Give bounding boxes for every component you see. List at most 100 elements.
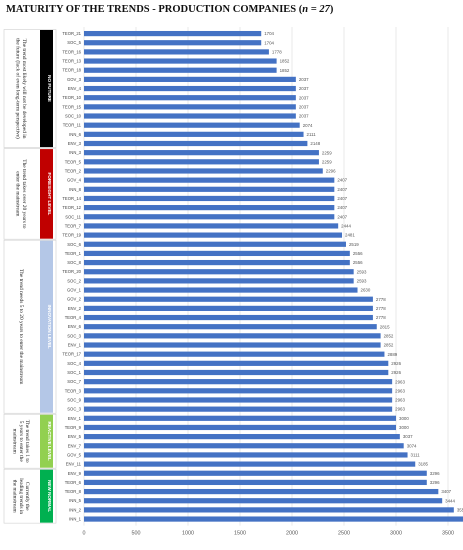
value-label: 2407 [337,187,347,192]
category-label: SOC_5 [67,40,81,45]
group-frame [3,239,57,414]
bar [84,507,454,513]
value-label: 2259 [322,159,332,164]
value-label: 3556 [457,508,463,513]
group-frame [3,29,57,148]
value-label: 2259 [322,150,332,155]
value-label: 1852 [280,59,290,64]
value-label: 2037 [299,86,309,91]
value-label: 2481 [345,233,355,238]
category-label: SOC_9 [67,397,81,402]
value-label: 2111 [307,132,317,137]
group-label: NEW NORMAL [47,480,52,512]
value-label: 2407 [337,214,347,219]
category-label: GOV_2 [67,297,82,302]
bar [84,305,373,311]
category-label: INN_5 [69,498,82,503]
x-tick-label: 1500 [234,531,246,537]
group-band [40,149,53,239]
value-label: 2778 [376,315,386,320]
x-tick-label: 0 [83,531,86,537]
bar [84,232,343,238]
bar [84,195,335,202]
category-label: SOC_8 [67,260,81,265]
bar [84,498,443,504]
value-label: 2815 [380,324,390,329]
category-label: ENV_1 [68,343,82,348]
bar [84,424,396,431]
value-label: 2407 [337,205,347,210]
category-label: TEOR_14 [62,196,81,201]
bar [84,168,323,174]
category-label: SOC_3 [67,333,81,338]
bar [84,122,300,128]
bar [84,140,308,147]
category-label: SOC_10 [65,114,82,119]
bar [84,259,350,266]
value-label: 2519 [349,242,359,247]
bar [84,95,296,101]
category-label: TEOR_17 [62,352,81,357]
value-label: 2593 [357,279,367,284]
bar [84,397,393,403]
category-label: ENV_3 [68,141,82,146]
category-label: TEOR_10 [62,95,81,100]
x-axis-tick-labels: 0 500 1000 1500 2000 2500 3000 3500 [83,531,455,537]
bar [84,443,404,449]
group-band [40,30,53,148]
category-label: INN_6 [69,132,82,137]
bar [84,131,304,137]
category-label: ENV_11 [66,462,82,467]
bar [84,342,381,348]
value-label: 3111 [411,453,421,458]
bar [84,67,277,73]
value-label: 3407 [441,489,451,494]
bar [84,488,439,495]
group-description: 5 years to enter the [18,421,24,463]
category-labels: TEOR_21 SOC_5 TEOR_16 TEOR_13 TEOR_18 GOV_3 EN… [62,31,81,521]
value-label: 2889 [387,352,397,357]
category-label: INN_1 [69,517,82,522]
group-description: The trend takes 1 to [24,420,30,463]
category-label: TEOR_4 [65,315,82,320]
value-label: 2630 [361,288,371,293]
chart-title: MATURITY OF THE TRENDS - PRODUCTION COMP… [6,4,334,15]
category-label: TEOR_3 [65,388,82,393]
bar [84,388,393,394]
bar [84,287,358,293]
gridlines [83,27,449,526]
category-label: TEOR_18 [62,68,81,73]
group-description: Currently the [24,482,30,511]
category-label: TEOR_16 [62,49,81,54]
category-label: ENV_6 [68,324,82,329]
category-label: ENV_2 [68,306,82,311]
value-label: 2852 [384,343,394,348]
group-label: NO FUTURE [47,75,52,102]
category-label: TEOR_13 [62,59,81,64]
category-label: TEOR_11 [63,123,82,128]
bar [84,150,319,156]
value-label: 3296 [430,480,440,485]
x-tick-label: 1000 [182,531,194,537]
bar [84,333,381,339]
bar [84,49,269,55]
value-label: 1704 [264,40,274,45]
category-label: ENV_4 [68,86,82,91]
value-label: 1704 [264,31,274,36]
value-label: 2963 [395,388,405,393]
category-label: TEOR_12 [62,205,81,210]
bar [84,223,339,229]
value-label: 2444 [341,224,351,229]
category-label: SOC_1 [67,370,81,375]
group-band [40,469,53,523]
value-label: 3444 [445,498,455,503]
group-description: the mainstream [12,480,18,514]
value-label: 2037 [299,104,309,109]
category-label: SOC_6 [67,242,81,247]
group-bands: NO FUTURE The trend most likely will not … [3,29,57,524]
value-label: 2074 [303,123,313,128]
value-label: 2296 [326,169,336,174]
value-label: 3000 [399,416,409,421]
bar [84,205,335,211]
group-band [40,240,53,413]
